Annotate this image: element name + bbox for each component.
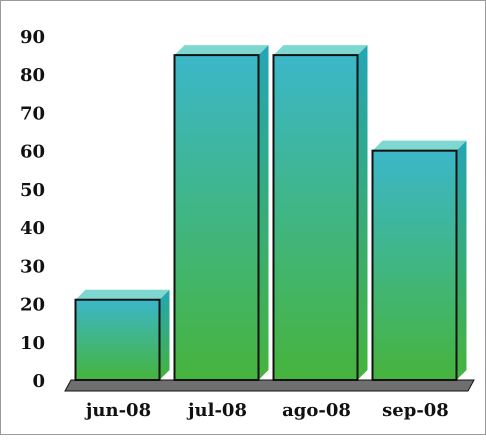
chart-floor — [64, 379, 475, 392]
y-tick-label: 10 — [20, 333, 45, 354]
bar-side — [456, 140, 467, 380]
bar-cap — [372, 140, 467, 151]
bars — [74, 45, 467, 382]
y-tick-label: 60 — [20, 142, 45, 163]
x-axis: jun-08 jul-08 ago-08 sep-08 — [84, 400, 449, 421]
floor — [64, 379, 475, 392]
y-tick-label: 40 — [20, 218, 45, 239]
y-axis: 0 10 20 30 40 50 60 70 80 90 — [20, 27, 45, 392]
y-tick-label: 20 — [20, 295, 45, 316]
bar-side — [357, 45, 368, 380]
bar-cap — [273, 45, 368, 56]
y-tick-label: 70 — [20, 103, 45, 124]
bar-sep-08 — [371, 149, 458, 381]
x-tick-label: jun-08 — [84, 400, 151, 421]
y-tick-label: 0 — [32, 371, 45, 392]
bar-jul-08 — [173, 54, 260, 381]
y-tick-label: 90 — [20, 27, 45, 48]
y-tick-label: 50 — [20, 180, 45, 201]
bar-ago-08 — [272, 54, 359, 381]
y-tick-label: 80 — [20, 65, 45, 86]
bar-side — [159, 289, 170, 380]
x-tick-label: sep-08 — [382, 400, 449, 421]
bar-cap — [174, 45, 269, 56]
bar-jun-08 — [74, 298, 161, 382]
bar-side — [258, 45, 269, 380]
bar-cap — [75, 289, 170, 300]
x-tick-label: jul-08 — [186, 400, 247, 421]
x-tick-label: ago-08 — [282, 400, 351, 421]
y-tick-label: 30 — [20, 256, 45, 277]
